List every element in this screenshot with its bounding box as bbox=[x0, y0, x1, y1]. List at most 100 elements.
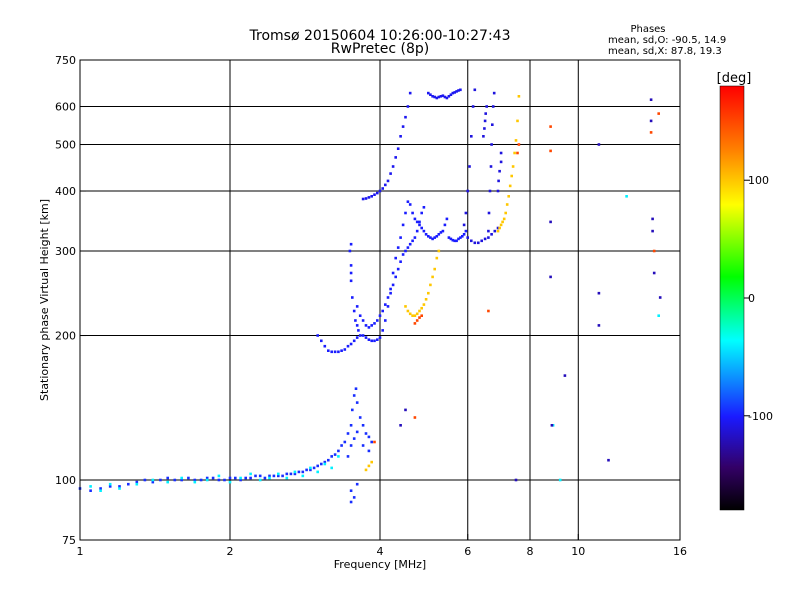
data-point bbox=[445, 96, 449, 100]
data-point bbox=[420, 211, 423, 215]
data-point bbox=[443, 95, 447, 99]
data-point bbox=[258, 474, 262, 478]
data-point bbox=[399, 236, 402, 239]
colorbar-tick-label: 100 bbox=[748, 174, 769, 187]
data-point bbox=[508, 184, 512, 188]
data-point bbox=[159, 478, 162, 482]
x-axis-ticks: 1 2 4 6 8 10 16 bbox=[77, 534, 687, 558]
data-point bbox=[487, 236, 490, 239]
data-point bbox=[268, 474, 271, 478]
data-point bbox=[373, 193, 376, 196]
data-point bbox=[437, 95, 441, 99]
data-point bbox=[408, 312, 412, 316]
data-point bbox=[439, 95, 443, 98]
data-point bbox=[457, 237, 460, 241]
data-point bbox=[439, 231, 443, 234]
data-point bbox=[429, 93, 432, 96]
data-point bbox=[99, 487, 102, 490]
data-point bbox=[563, 374, 567, 377]
data-point bbox=[406, 246, 410, 249]
data-point bbox=[451, 91, 455, 95]
data-point bbox=[384, 183, 387, 187]
data-point bbox=[340, 349, 343, 352]
data-point bbox=[361, 319, 365, 322]
data-point bbox=[429, 236, 432, 239]
data-point bbox=[550, 424, 554, 427]
data-point bbox=[498, 226, 501, 230]
data-point bbox=[293, 470, 297, 474]
data-point bbox=[289, 472, 293, 476]
data-point bbox=[285, 472, 289, 476]
data-point bbox=[166, 480, 169, 484]
data-point bbox=[435, 235, 439, 238]
data-point bbox=[378, 336, 382, 339]
data-point bbox=[466, 236, 469, 239]
data-point bbox=[370, 195, 373, 198]
data-point bbox=[482, 135, 485, 138]
data-point bbox=[483, 237, 487, 241]
data-point bbox=[384, 303, 387, 306]
y-tick-label: 750 bbox=[55, 54, 76, 67]
data-point bbox=[381, 187, 384, 190]
data-point bbox=[180, 476, 183, 480]
data-point bbox=[327, 458, 330, 462]
data-point bbox=[108, 482, 112, 486]
data-point bbox=[496, 189, 500, 193]
data-point bbox=[118, 487, 121, 490]
data-point bbox=[404, 115, 407, 119]
data-point bbox=[487, 211, 491, 215]
data-point bbox=[381, 329, 384, 332]
data-point bbox=[413, 322, 417, 325]
data-point bbox=[504, 211, 507, 215]
data-point bbox=[471, 105, 475, 108]
data-point bbox=[361, 334, 365, 337]
data-point bbox=[108, 485, 112, 488]
data-point bbox=[277, 474, 280, 478]
data-point bbox=[166, 476, 169, 480]
data-point bbox=[373, 322, 376, 325]
data-point bbox=[367, 196, 371, 199]
data-point bbox=[277, 472, 280, 476]
data-point bbox=[447, 236, 451, 239]
data-point bbox=[549, 275, 552, 279]
data-point bbox=[470, 135, 473, 138]
x-axis-label: Frequency [MHz] bbox=[334, 558, 426, 571]
data-point bbox=[340, 444, 343, 447]
data-point bbox=[492, 91, 496, 95]
data-point bbox=[453, 91, 456, 94]
data-point bbox=[487, 229, 490, 233]
data-point bbox=[462, 233, 466, 236]
data-point bbox=[411, 211, 414, 215]
data-point bbox=[483, 127, 486, 130]
data-point bbox=[343, 440, 347, 444]
data-point bbox=[406, 200, 410, 203]
data-point bbox=[411, 314, 414, 317]
data-point bbox=[453, 239, 456, 243]
data-point bbox=[316, 334, 319, 337]
phase-info-x: mean, sd,X: 87.8, 19.3 bbox=[608, 46, 722, 57]
data-point bbox=[320, 462, 323, 466]
data-point bbox=[415, 312, 419, 316]
data-point bbox=[228, 480, 232, 484]
data-point bbox=[422, 229, 426, 233]
data-point bbox=[143, 478, 147, 482]
data-point bbox=[378, 189, 382, 193]
data-point bbox=[349, 500, 353, 504]
data-point bbox=[316, 464, 319, 468]
data-point bbox=[415, 229, 419, 233]
data-point bbox=[211, 476, 215, 480]
data-point bbox=[376, 191, 379, 195]
data-point bbox=[354, 319, 357, 322]
data-point bbox=[354, 387, 358, 390]
data-point bbox=[352, 339, 356, 343]
data-point bbox=[514, 139, 518, 142]
data-point bbox=[607, 458, 610, 462]
data-point bbox=[187, 476, 190, 480]
data-point bbox=[459, 88, 462, 92]
data-point bbox=[364, 432, 368, 435]
data-point bbox=[349, 279, 353, 283]
data-point bbox=[505, 203, 509, 206]
data-point bbox=[396, 246, 400, 249]
data-point bbox=[135, 480, 139, 484]
data-point bbox=[451, 238, 455, 242]
